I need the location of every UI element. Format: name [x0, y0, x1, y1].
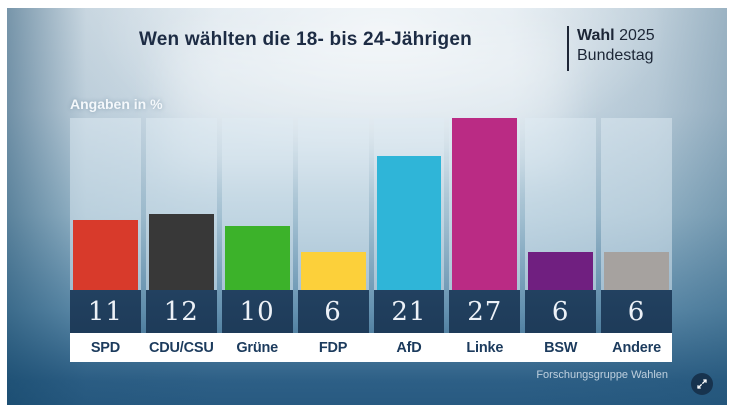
value-badge: 6: [601, 290, 672, 333]
column-track: [525, 118, 597, 290]
party-label-linke: Linke: [466, 339, 504, 356]
party-label-fdp: FDP: [318, 339, 348, 356]
category-axis: SPD CDU/CSU Grüne FDP AfD Linke BSW Ande…: [70, 333, 672, 362]
party-label-gruene: Grüne: [236, 339, 279, 356]
party-label-bsw: BSW: [544, 339, 578, 356]
column-track: [70, 118, 141, 290]
bar-cdu-csu: [148, 213, 214, 290]
value-row: 11 12 10 6 21 27 6 6: [70, 290, 672, 333]
plot-area: [70, 118, 672, 290]
page-title: Wen wählten die 18- bis 24-Jährigen: [139, 29, 472, 50]
brand-line1: Wahl 2025: [577, 26, 655, 46]
bar-andere: [604, 251, 669, 290]
bar-gruene: [224, 226, 290, 290]
brand-divider: [567, 26, 569, 71]
source-label: Forschungsgruppe Wahlen: [536, 369, 668, 381]
column-track: [221, 118, 293, 290]
party-label-cdu-csu: CDU/CSU: [148, 339, 214, 356]
value-badge: 12: [145, 290, 217, 333]
value-badge: 21: [373, 290, 445, 333]
value-badge: 6: [297, 290, 369, 333]
election-graphic: Wen wählten die 18- bis 24-Jährigen Wahl…: [7, 8, 727, 405]
brand-line2: Bundestag: [577, 47, 654, 65]
unit-label: Angaben in %: [70, 96, 163, 112]
column-track: [145, 118, 217, 290]
brand-year: 2025: [619, 27, 655, 44]
value-badge: 27: [449, 290, 521, 333]
value-badge: 10: [221, 290, 293, 333]
bar-chart: 11 12 10 6 21 27 6 6 SPD CDU/CSU Grüne F…: [70, 118, 672, 362]
party-label-spd: SPD: [90, 339, 121, 356]
column-track: [297, 118, 369, 290]
expand-icon: [697, 379, 707, 389]
bar-linke: [452, 118, 518, 290]
brand-logo: Wahl 2025 Bundestag: [567, 26, 655, 71]
value-badge: 11: [70, 290, 141, 333]
value-badge: 6: [525, 290, 597, 333]
party-label-andere: Andere: [612, 339, 661, 356]
column-track: [373, 118, 445, 290]
bar-spd: [73, 219, 138, 290]
bar-afd: [376, 156, 442, 290]
column-track: [601, 118, 672, 290]
bar-bsw: [528, 251, 594, 290]
expand-button[interactable]: [691, 373, 713, 395]
party-label-afd: AfD: [396, 339, 422, 356]
bar-fdp: [300, 251, 366, 290]
brand-wahl: Wahl: [577, 27, 615, 44]
column-track: [449, 118, 521, 290]
